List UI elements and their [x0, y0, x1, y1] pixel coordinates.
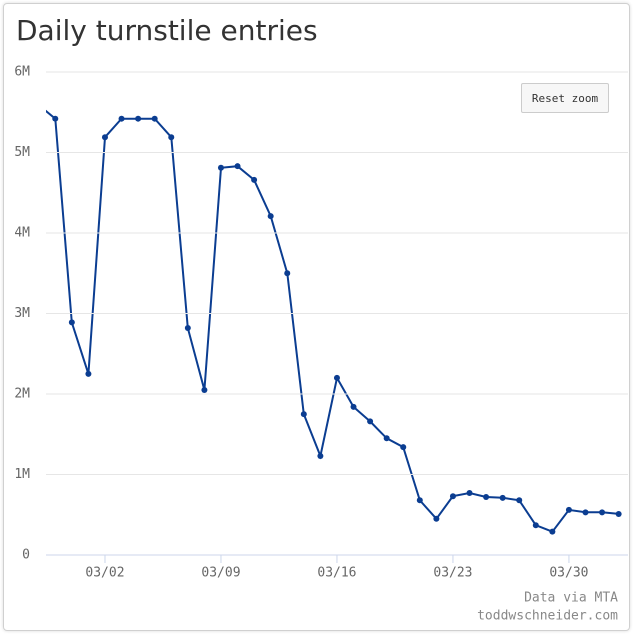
point: [52, 115, 59, 122]
point: [516, 497, 523, 504]
credit-author: toddwschneider.com: [477, 609, 618, 624]
point: [36, 102, 42, 108]
y-tick-label: 5M: [14, 145, 30, 160]
point: [300, 411, 307, 418]
chart-frame: [3, 3, 630, 631]
point: [449, 493, 456, 500]
point: [549, 528, 556, 535]
point: [599, 509, 606, 516]
y-tick-label: 2M: [14, 387, 30, 402]
series-line: [46, 109, 619, 533]
x-tick-label: 03/02: [85, 566, 124, 581]
point: [565, 506, 572, 513]
point: [118, 115, 125, 122]
point: [350, 403, 357, 410]
point: [532, 522, 539, 529]
point: [433, 515, 440, 522]
point: [251, 176, 258, 183]
point: [101, 134, 108, 141]
point: [201, 386, 208, 393]
chart-title: Daily turnstile entries: [16, 14, 318, 47]
point: [284, 270, 291, 277]
point: [267, 213, 274, 220]
point: [367, 418, 374, 425]
plot-area: [36, 102, 622, 535]
point: [317, 452, 324, 459]
point: [499, 494, 506, 501]
point: [184, 324, 191, 331]
point: [168, 134, 175, 141]
y-tick-label: 3M: [14, 306, 30, 321]
reset-zoom-button[interactable]: Reset zoom: [521, 83, 609, 113]
point: [615, 510, 622, 517]
point: [466, 490, 473, 497]
point: [400, 444, 407, 451]
point: [217, 164, 224, 171]
point: [85, 370, 92, 377]
y-tick-label: 6M: [14, 65, 30, 80]
point: [151, 115, 158, 122]
point: [135, 115, 142, 122]
credit-source: Data via MTA: [524, 591, 618, 606]
x-tick-label: 03/09: [201, 566, 240, 581]
point: [383, 435, 390, 442]
point: [483, 494, 490, 501]
x-tick-label: 03/16: [317, 566, 356, 581]
y-tick-label: 4M: [14, 226, 30, 241]
point: [234, 163, 241, 170]
point: [582, 509, 589, 516]
x-tick-label: 03/23: [433, 566, 472, 581]
y-tick-label: 0: [22, 548, 30, 563]
y-tick-label: 1M: [14, 467, 30, 482]
x-tick-label: 03/30: [549, 566, 588, 581]
point: [68, 319, 75, 326]
point: [333, 374, 340, 381]
point: [416, 497, 423, 504]
